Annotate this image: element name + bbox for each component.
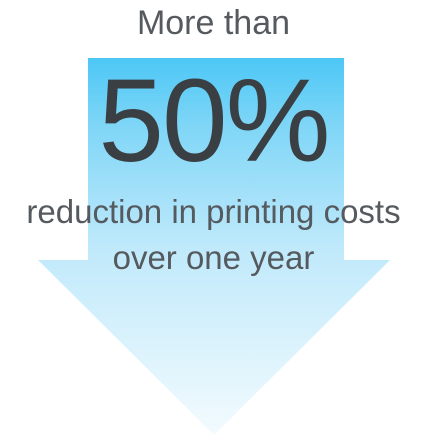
prefix-text: More than [136,4,291,42]
stat-value: 50% [98,55,330,187]
caption-line-2: over one year [112,239,315,276]
caption-line-1: reduction in printing costs [26,193,401,230]
